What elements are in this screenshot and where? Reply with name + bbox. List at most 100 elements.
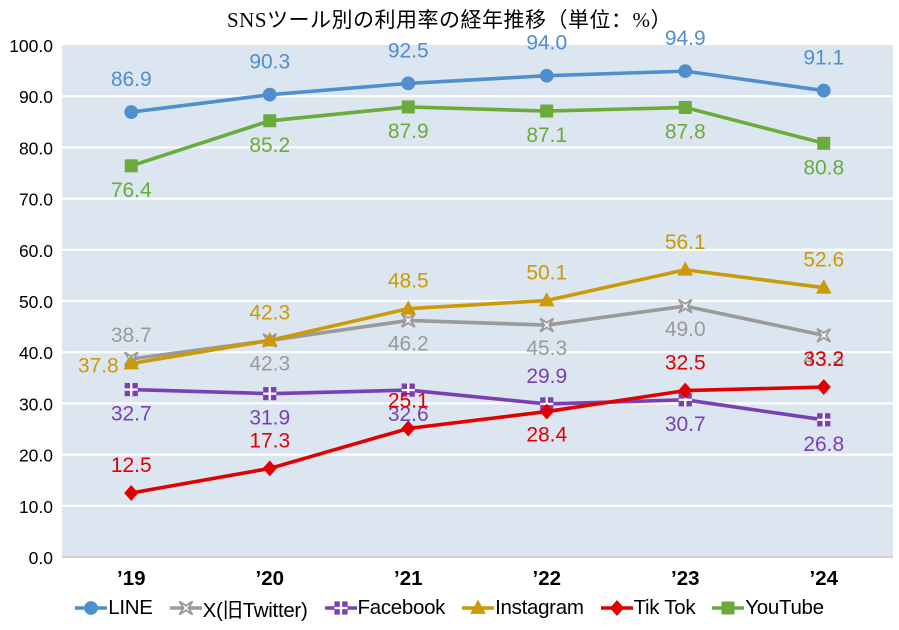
y-axis-tick-label: 40.0 <box>19 343 53 363</box>
data-point-marker[interactable] <box>400 313 416 328</box>
legend-marker <box>84 601 99 615</box>
data-point-marker[interactable] <box>678 100 692 114</box>
legend-item-label: YouTube <box>745 596 824 619</box>
series-tik-tok <box>124 379 831 501</box>
data-label: 31.9 <box>249 407 290 430</box>
line-plus-square-marker-icon <box>324 601 357 615</box>
data-label: 49.0 <box>665 318 706 341</box>
series-line <box>129 105 826 168</box>
legend-item-instagram[interactable]: Instagram <box>462 596 584 620</box>
chart-title: SNSツール別の利用率の経年推移（単位：%） <box>226 8 672 32</box>
legend-marker <box>721 601 735 615</box>
data-point-marker[interactable] <box>401 420 416 437</box>
data-point-marker[interactable] <box>817 136 831 150</box>
x-axis-tick-label: ’20 <box>256 567 285 590</box>
data-label: 94.0 <box>526 32 567 55</box>
x-axis-tick-label: ’19 <box>117 567 146 590</box>
data-point-marker[interactable] <box>538 292 555 307</box>
data-point-marker[interactable] <box>540 104 554 118</box>
y-axis-tick-label: 0.0 <box>29 548 54 568</box>
data-label: 37.8 <box>78 354 119 377</box>
series-line <box>124 64 831 119</box>
data-point-marker[interactable] <box>678 64 693 79</box>
y-axis-tick-label: 80.0 <box>19 138 53 158</box>
data-label: 94.9 <box>665 27 706 50</box>
data-point-marker[interactable] <box>539 68 554 83</box>
data-point-marker[interactable] <box>178 600 193 616</box>
y-axis-tick-label: 60.0 <box>19 241 53 261</box>
data-point-marker[interactable] <box>124 159 138 173</box>
data-label: 86.9 <box>111 68 152 91</box>
data-point-marker[interactable] <box>262 87 277 102</box>
data-point-marker[interactable] <box>262 460 277 477</box>
data-point-marker[interactable] <box>677 298 693 314</box>
data-label: 87.1 <box>526 124 567 147</box>
legend-item-facebook[interactable]: Facebook <box>324 596 445 620</box>
legend-item-label: Tik Tok <box>633 596 696 619</box>
data-point-marker[interactable] <box>816 83 831 98</box>
data-label: 26.8 <box>803 433 844 456</box>
legend-marker <box>178 600 193 616</box>
data-label: 32.5 <box>665 352 706 375</box>
data-label: 91.1 <box>803 47 844 70</box>
series-line <box>129 387 826 422</box>
data-point-marker[interactable] <box>400 300 417 315</box>
data-label: 43.3 <box>803 347 844 370</box>
data-point-marker[interactable] <box>816 327 832 343</box>
series-youtube <box>124 100 831 173</box>
line-x-marker-icon <box>169 600 202 616</box>
data-point-marker[interactable] <box>261 331 278 347</box>
data-point-marker[interactable] <box>816 379 831 395</box>
data-label: 45.3 <box>526 337 567 360</box>
line-triangle-marker-icon <box>462 599 495 614</box>
line-circle-marker-icon <box>75 601 108 615</box>
x-axis-tick-label: ’22 <box>533 567 562 590</box>
data-point-marker[interactable] <box>84 601 99 615</box>
data-point-marker[interactable] <box>263 114 277 128</box>
y-axis-tick-label: 70.0 <box>19 190 53 210</box>
marker-plus-horizontal <box>263 392 277 395</box>
data-point-marker[interactable] <box>470 599 486 614</box>
y-axis-tick-label: 20.0 <box>19 446 53 466</box>
marker-plus-horizontal <box>678 398 692 401</box>
x-axis-tick-label: ’24 <box>810 567 839 590</box>
data-label: 76.4 <box>111 179 152 202</box>
legend-marker <box>470 599 486 614</box>
data-label: 42.3 <box>249 352 290 375</box>
data-label: 28.4 <box>526 424 567 447</box>
data-label: 90.3 <box>249 51 290 74</box>
legend-item-x旧twitter[interactable]: X(旧Twitter) <box>169 593 308 623</box>
marker-plus-horizontal <box>817 418 831 421</box>
data-point-marker[interactable] <box>609 600 624 616</box>
series-line <box>129 69 826 114</box>
data-point-marker[interactable] <box>721 601 735 615</box>
data-label: 87.9 <box>388 120 429 143</box>
data-point-marker[interactable] <box>815 279 832 294</box>
data-label: 80.8 <box>803 156 844 179</box>
data-point-marker[interactable] <box>539 317 555 333</box>
legend-item-youtube[interactable]: YouTube <box>712 596 824 620</box>
data-point-marker[interactable] <box>401 76 416 91</box>
data-label: 50.1 <box>526 261 567 284</box>
series-line <box>129 385 826 495</box>
data-point-marker[interactable] <box>123 355 140 370</box>
legend-marker <box>333 601 348 615</box>
y-axis-tick-label: 90.0 <box>19 87 53 107</box>
y-axis-tick-label: 30.0 <box>19 394 53 414</box>
legend-item-line[interactable]: LINE <box>75 596 153 620</box>
data-point-marker[interactable] <box>401 100 415 114</box>
series-line <box>129 267 826 366</box>
data-point-marker[interactable] <box>124 485 139 501</box>
legend-item-label: X(旧Twitter) <box>202 599 308 622</box>
legend-item-tik-tok[interactable]: Tik Tok <box>600 596 696 620</box>
y-axis-tick-label: 10.0 <box>19 497 53 517</box>
data-point-marker[interactable] <box>124 105 139 119</box>
data-point-marker[interactable] <box>678 382 693 399</box>
data-point-marker[interactable] <box>539 403 554 420</box>
data-label: 52.6 <box>803 249 844 272</box>
marker-plus-horizontal <box>333 606 348 610</box>
data-point-marker[interactable] <box>677 261 694 276</box>
data-label: 17.3 <box>249 429 290 452</box>
